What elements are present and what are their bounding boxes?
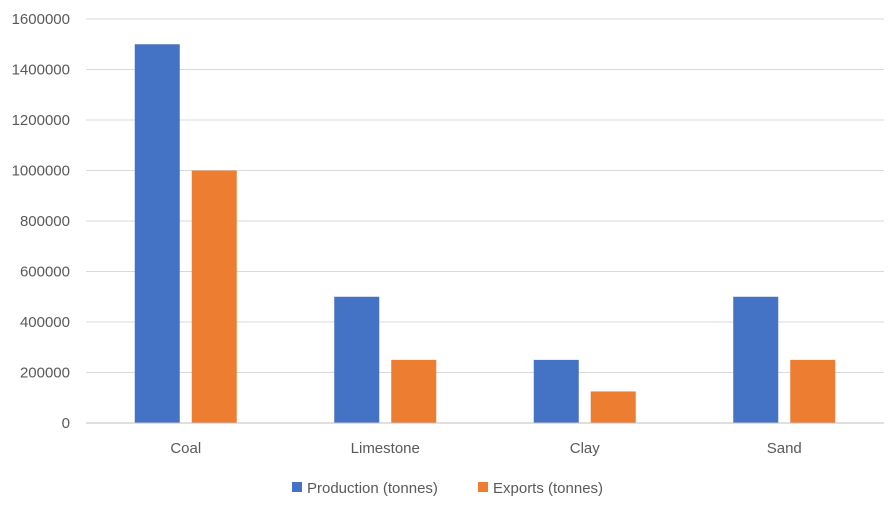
- bar-coal-production: [134, 44, 180, 423]
- y-tick-label: 200000: [20, 365, 70, 382]
- y-axis-tick-labels: 0 200000 400000 600000 800000 1000000 1200000 1…: [12, 11, 70, 432]
- bar-limestone-exports: [391, 359, 437, 423]
- y-tick-label: 400000: [20, 314, 70, 331]
- bar-clay-exports: [590, 391, 636, 423]
- x-category-label: Clay: [570, 440, 601, 457]
- y-tick-label: 1600000: [12, 11, 70, 28]
- legend-swatch: [292, 482, 302, 492]
- x-category-label: Coal: [170, 440, 201, 457]
- legend-swatch: [478, 482, 488, 492]
- legend: Production (tonnes) Exports (tonnes): [292, 480, 603, 497]
- x-category-label: Sand: [767, 440, 802, 457]
- y-tick-label: 600000: [20, 264, 70, 281]
- x-axis-category-labels: Coal Limestone Clay Sand: [170, 440, 801, 457]
- bar-sand-exports: [790, 359, 836, 423]
- bar-coal-exports: [191, 170, 237, 423]
- bars: [134, 44, 836, 423]
- y-tick-label: 1000000: [12, 163, 70, 180]
- legend-label: Exports (tonnes): [493, 480, 603, 497]
- x-category-label: Limestone: [351, 440, 420, 457]
- bar-limestone-production: [334, 296, 380, 423]
- bar-sand-production: [733, 296, 779, 423]
- y-tick-label: 1200000: [12, 112, 70, 129]
- y-tick-label: 0: [62, 415, 70, 432]
- y-tick-label: 1400000: [12, 62, 70, 79]
- bar-clay-production: [533, 359, 579, 423]
- legend-label: Production (tonnes): [307, 480, 438, 497]
- y-tick-label: 800000: [20, 213, 70, 230]
